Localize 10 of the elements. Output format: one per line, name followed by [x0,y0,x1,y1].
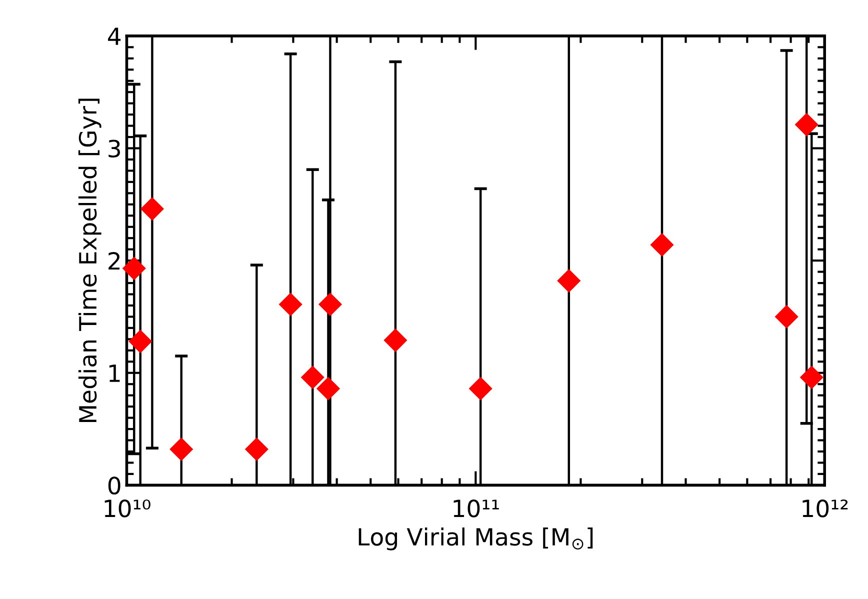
y-tick-label: 0 [108,476,120,494]
x-tick-label: 10¹⁰ [104,499,150,518]
y-tick-label: 3 [108,140,120,158]
x-axis-title: Log Virial Mass [M$_{⊙}$] [358,527,593,550]
y-tick-label: 2 [108,252,120,270]
y-tick-label: 4 [108,28,121,45]
y-axis-title: Median Time Expelled [Gyr] [78,98,102,422]
y-tick-label: 1 [109,364,120,382]
x-tick-label: 10¹² [802,499,848,518]
x-tick-label: 10¹¹ [454,499,499,518]
